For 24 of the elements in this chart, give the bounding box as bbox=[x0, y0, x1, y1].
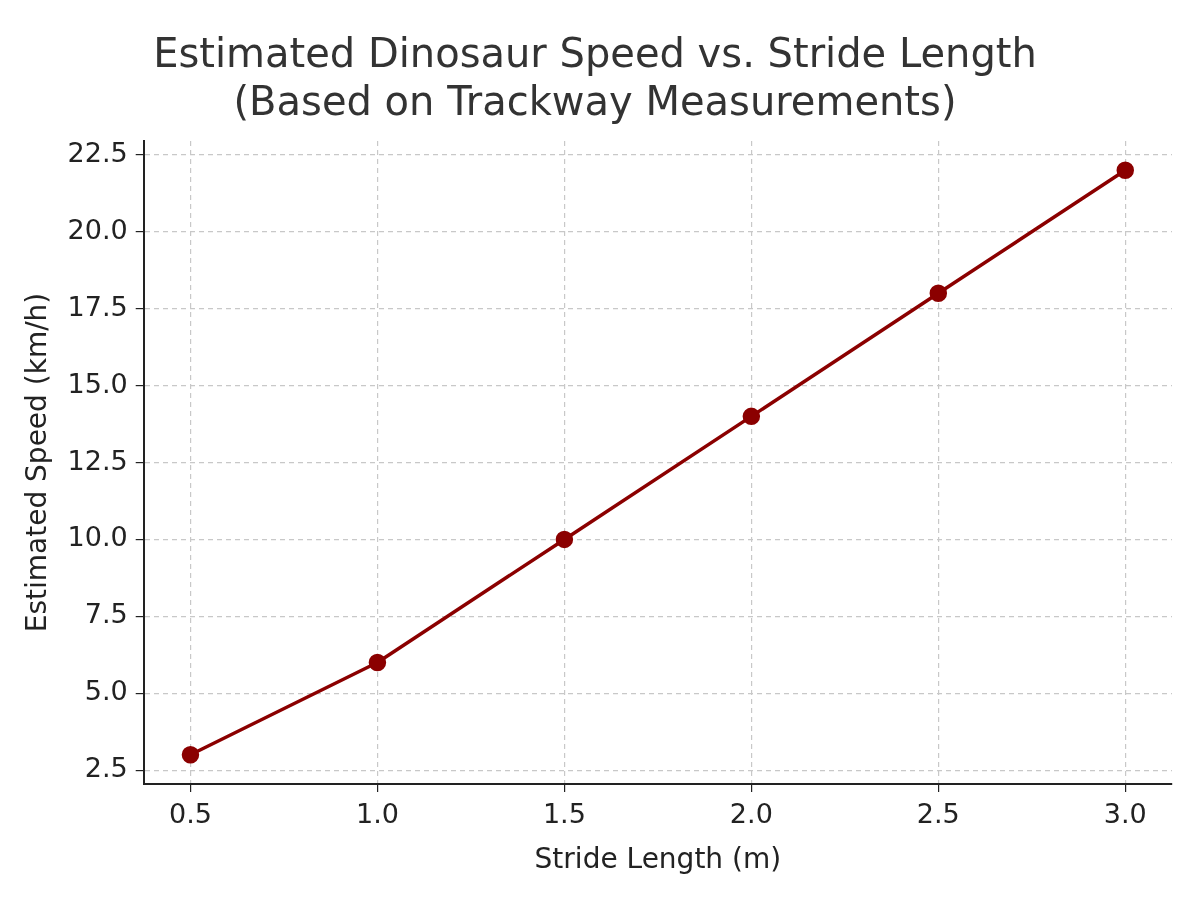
y-tick-label: 17.5 bbox=[67, 290, 128, 322]
point bbox=[181, 746, 200, 764]
point bbox=[929, 284, 948, 303]
x-axis-title: Stride Length (m) bbox=[534, 842, 782, 876]
point bbox=[555, 530, 574, 549]
y-axis-title: Estimated Speed (km/h) bbox=[20, 292, 54, 633]
y-tick-label: 22.5 bbox=[67, 136, 128, 168]
x-tick-label: 0.5 bbox=[168, 798, 212, 830]
x-tick-label: 1.0 bbox=[355, 798, 399, 830]
y-tick-label: 20.0 bbox=[67, 213, 128, 245]
point bbox=[1116, 161, 1135, 179]
x-tick-label: 2.5 bbox=[916, 798, 960, 830]
point bbox=[742, 407, 761, 426]
y-tick-label: 10.0 bbox=[67, 521, 128, 553]
x-tick-label: 2.0 bbox=[729, 798, 773, 830]
y-tick-label: 15.0 bbox=[67, 367, 128, 399]
point bbox=[368, 653, 387, 672]
y-tick-label: 5.0 bbox=[84, 675, 128, 707]
chart-title: Estimated Dinosaur Speed vs. Stride Length (Based on Trackway Measurements) bbox=[153, 30, 1037, 125]
y-tick-label: 2.5 bbox=[84, 752, 128, 784]
y-tick-label: 12.5 bbox=[67, 444, 128, 476]
y-tick-label: 7.5 bbox=[84, 598, 128, 630]
x-tick-label: 3.0 bbox=[1103, 798, 1147, 830]
x-tick-label: 1.5 bbox=[542, 798, 586, 830]
